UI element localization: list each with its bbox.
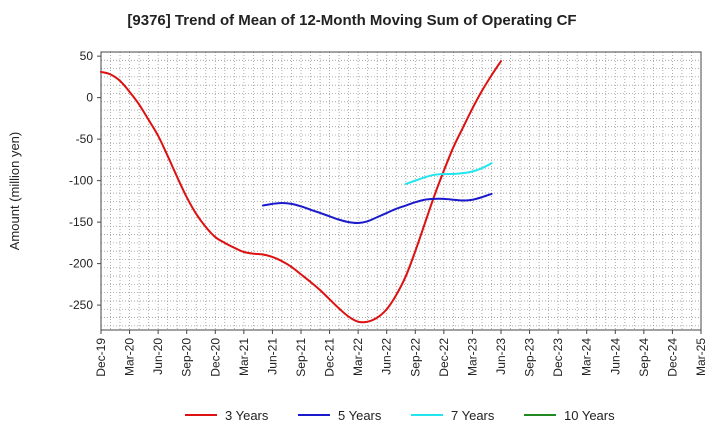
y-tick-label: -200 <box>69 257 93 271</box>
plot-area-border <box>100 51 702 331</box>
x-tick-label: Jun-23 <box>494 338 508 375</box>
x-tick-label: Dec-20 <box>208 338 222 377</box>
x-axis-ticks: Dec-19 Mar-20 Jun-20 Sep-20 Dec-20 Mar-21 Jun-… <box>94 330 708 377</box>
x-tick-label: Sep-24 <box>637 338 651 377</box>
chart-title: [9376] Trend of Mean of 12-Month Moving … <box>127 12 576 29</box>
y-axis-label: Amount (million yen) <box>7 132 22 251</box>
legend: 3 Years 5 Years 7 Years 10 Years <box>185 408 615 423</box>
y-tick-label: -100 <box>69 174 93 188</box>
x-tick-label: Jun-22 <box>380 338 394 375</box>
legend-label-7-years: 7 Years <box>451 408 495 423</box>
x-tick-label: Mar-22 <box>351 338 365 376</box>
x-tick-label: Dec-22 <box>437 338 451 377</box>
x-tick-label: Dec-23 <box>551 338 565 377</box>
x-tick-label: Mar-21 <box>237 338 251 376</box>
x-tick-label: Jun-21 <box>265 338 279 375</box>
y-axis-ticks: 50 0 -50 -100 -150 -200 -250 <box>69 49 101 312</box>
legend-label-10-years: 10 Years <box>564 408 615 423</box>
x-tick-label: Mar-25 <box>694 338 708 376</box>
series-group <box>100 60 502 324</box>
series-line-5-years <box>262 192 493 224</box>
y-tick-label: 50 <box>80 49 94 63</box>
x-tick-label: Sep-23 <box>523 338 537 377</box>
y-tick-label: -250 <box>69 298 93 312</box>
y-tick-label: 0 <box>86 91 93 105</box>
series-line-3-years <box>100 60 502 324</box>
x-tick-label: Jun-24 <box>608 338 622 375</box>
x-tick-label: Dec-24 <box>665 338 679 377</box>
x-tick-label: Jun-20 <box>151 338 165 375</box>
legend-label-5-years: 5 Years <box>338 408 382 423</box>
x-tick-label: Mar-23 <box>465 338 479 376</box>
x-tick-label: Sep-22 <box>408 338 422 377</box>
legend-label-3-years: 3 Years <box>225 408 269 423</box>
x-tick-label: Sep-21 <box>294 338 308 377</box>
x-tick-label: Dec-19 <box>94 338 108 377</box>
x-tick-label: Dec-21 <box>323 338 337 377</box>
y-tick-label: -150 <box>69 215 93 229</box>
grid <box>101 52 701 330</box>
x-tick-label: Sep-20 <box>180 338 194 377</box>
series-line-7-years <box>404 162 493 185</box>
x-tick-label: Mar-20 <box>123 338 137 376</box>
x-tick-label: Mar-24 <box>580 338 594 376</box>
y-tick-label: -50 <box>76 132 94 146</box>
